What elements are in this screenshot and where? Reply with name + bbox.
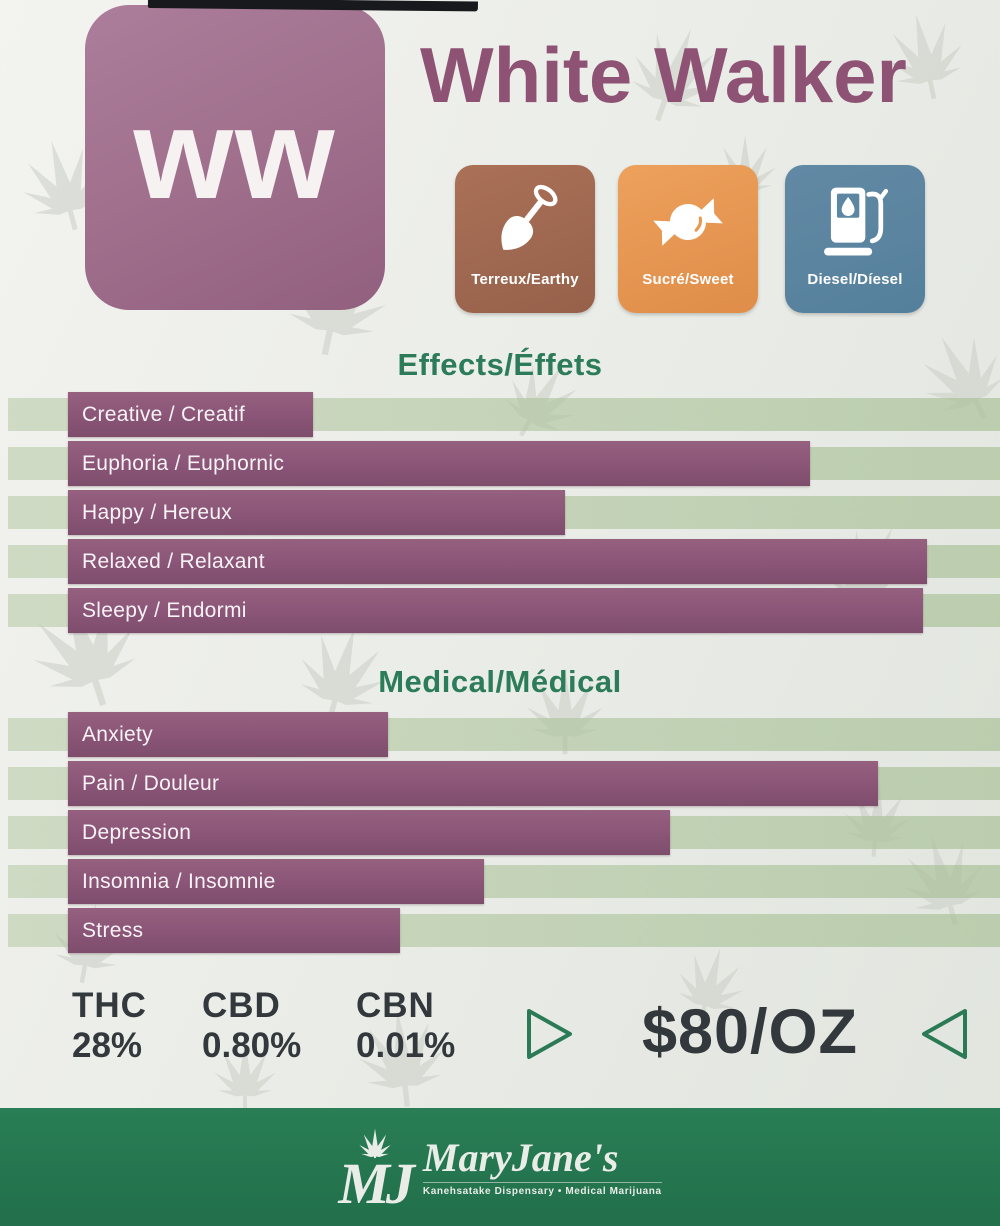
effects-heading: Effects/Éffets [397,347,603,382]
cbn-label: CBN [356,986,435,1025]
arrow-right-icon [527,1009,572,1059]
bar-fill: Depression [68,810,670,855]
bar-label: Sleepy / Endormi [82,598,247,622]
bar-fill: Pain / Douleur [68,761,878,806]
bar-fill: Insomnia / Insomnie [68,859,484,904]
footer-band: MJ MaryJane's Kanehsatake Dispensary • M… [0,1108,1000,1226]
thc-label: THC [72,986,147,1025]
brand-name: MaryJane's [422,1135,619,1180]
strain-initials: ww [133,82,337,226]
bar-fill: Stress [68,908,400,953]
cbn-stat: CBN 0.01% [356,986,455,1066]
bar-label: Relaxed / Relaxant [82,549,265,573]
candy-icon [653,198,723,246]
cbd-label: CBD [202,986,281,1025]
bar-row: Anxiety [0,712,1000,757]
brand-monogram: MJ [338,1150,415,1216]
price: $80/OZ [641,997,859,1067]
bar-fill: Happy / Hereux [68,490,565,535]
flavor-card-diesel: Diesel/Díesel [785,165,925,313]
bar-fill: Anxiety [68,712,388,757]
cbd-value: 0.80% [202,1026,302,1065]
cbn-value: 0.01% [356,1026,456,1065]
bar-label: Creative / Creatif [82,402,245,426]
bar-label: Anxiety [82,722,153,746]
flavor-card-earthy: Terreux/Earthy [455,165,595,313]
bar-row: Pain / Douleur [0,761,1000,806]
brand-logo: MJ MaryJane's Kanehsatake Dispensary • M… [338,1124,662,1216]
flavor-card-sweet: Sucré/Sweet [618,165,758,313]
bar-row: Relaxed / Relaxant [0,539,1000,584]
bar-fill: Relaxed / Relaxant [68,539,927,584]
page-title: White Walker [420,31,907,119]
flavor-label: Diesel/Díesel [807,271,903,288]
bar-fill: Creative / Creatif [68,392,313,437]
bar-label: Insomnia / Insomnie [82,869,276,893]
bar-label: Happy / Hereux [82,500,233,524]
bar-row: Insomnia / Insomnie [0,859,1000,904]
arrow-left-icon [922,1009,967,1059]
medical-heading: Medical/Médical [378,664,622,699]
flavor-label: Terreux/Earthy [471,271,579,288]
bar-row: Stress [0,908,1000,953]
bar-label: Depression [82,820,192,844]
bar-row: Sleepy / Endormi [0,588,1000,633]
strain-badge: ww [85,5,385,310]
brand-tagline: Kanehsatake Dispensary • Medical Marijua… [422,1182,662,1197]
flavor-label: Sucré/Sweet [642,271,734,288]
effects-bar-chart: Creative / Creatif Euphoria / Euphornic … [0,392,1000,637]
bar-fill: Sleepy / Endormi [68,588,923,633]
bar-label: Pain / Douleur [82,771,220,795]
thc-value: 28% [72,1026,143,1065]
thc-stat: THC 28% [72,986,147,1066]
bar-row: Creative / Creatif [0,392,1000,437]
bar-row: Happy / Hereux [0,490,1000,535]
medical-bar-chart: Anxiety Pain / Douleur Depression Insomn… [0,712,1000,957]
bar-fill: Euphoria / Euphornic [68,441,810,486]
bar-label: Euphoria / Euphornic [82,451,285,475]
bar-row: Depression [0,810,1000,855]
bar-row: Euphoria / Euphornic [0,441,1000,486]
bar-label: Stress [82,918,144,942]
cbd-stat: CBD 0.80% [202,986,301,1066]
shovel-icon [501,184,558,250]
fuel-pump-icon [824,187,889,256]
